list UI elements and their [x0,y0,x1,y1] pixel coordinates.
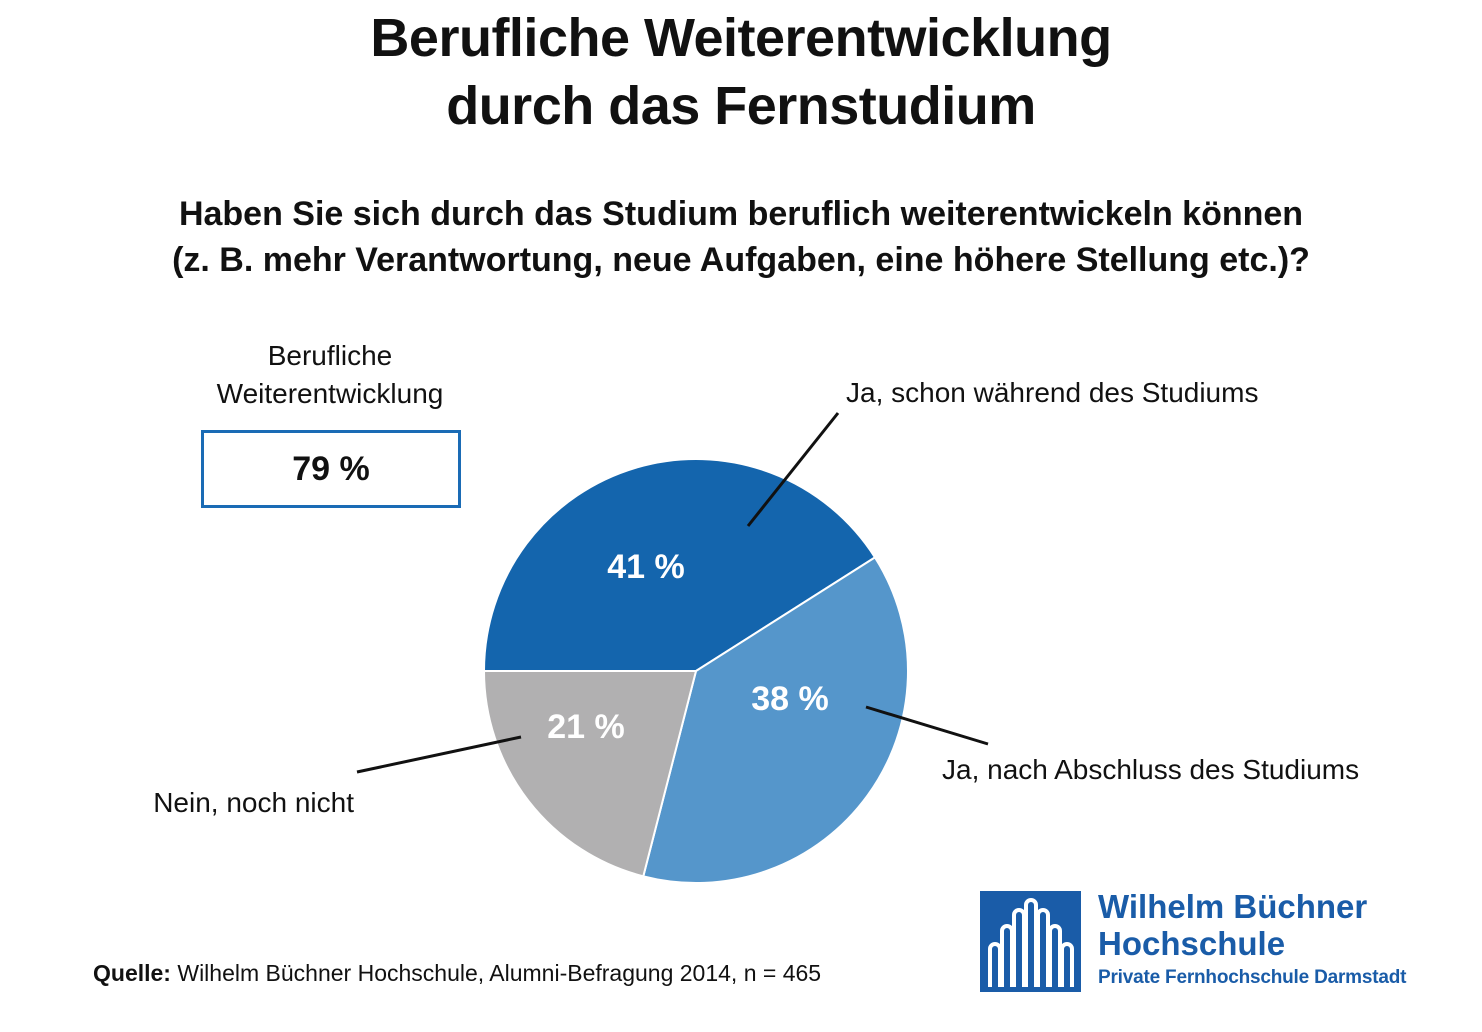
slice-value-label: 21 % [547,708,625,746]
slice-category-label: Ja, nach Abschluss des Studiums [942,754,1359,785]
source-note: Quelle: Wilhelm Büchner Hochschule, Alum… [93,960,821,987]
leader-line [746,412,840,527]
university-logo: Wilhelm Büchner Hochschule Private Fernh… [980,888,1406,998]
pie-slice [482,458,877,672]
pie-slice [482,670,698,878]
survey-question-line1: Haben Sie sich durch das Studium berufli… [178,195,1304,233]
slice-category-label: Nein, noch nicht [153,787,354,818]
pie-slice [642,556,909,884]
survey-question-line2: (z. B. mehr Verantwortung, neue Aufgaben… [172,241,1310,279]
logo-name-line2: Hochschule [1098,925,1286,962]
building-columns-logo-icon [980,891,1081,992]
logo-name: Wilhelm Büchner Hochschule [1098,888,1367,962]
summary-label-line1: Berufliche [267,340,393,371]
chart-title-line1: Berufliche Weiterentwicklung [370,8,1112,68]
summary-value-box: 79 % [201,430,461,508]
leader-line [356,735,522,774]
slice-value-label: 38 % [751,680,829,718]
chart-title-line2: durch das Fernstudium [446,76,1036,136]
slice-category-label: Ja, schon während des Studiums [846,377,1258,408]
slice-value-label: 41 % [607,548,685,586]
leader-line [865,705,989,746]
survey-question: Haben Sie sich durch das Studium berufli… [0,191,1482,283]
source-text: Wilhelm Büchner Hochschule, Alumni-Befra… [170,960,822,986]
logo-name-line1: Wilhelm Büchner [1098,888,1368,925]
logo-subtitle: Private Fernhochschule Darmstadt [1098,967,1407,988]
summary-label: Berufliche Weiterentwicklung [150,337,510,413]
chart-title: Berufliche Weiterentwicklung durch das F… [0,4,1482,140]
summary-label-line2: Weiterentwicklung [216,378,444,409]
source-label: Quelle: [93,960,171,986]
